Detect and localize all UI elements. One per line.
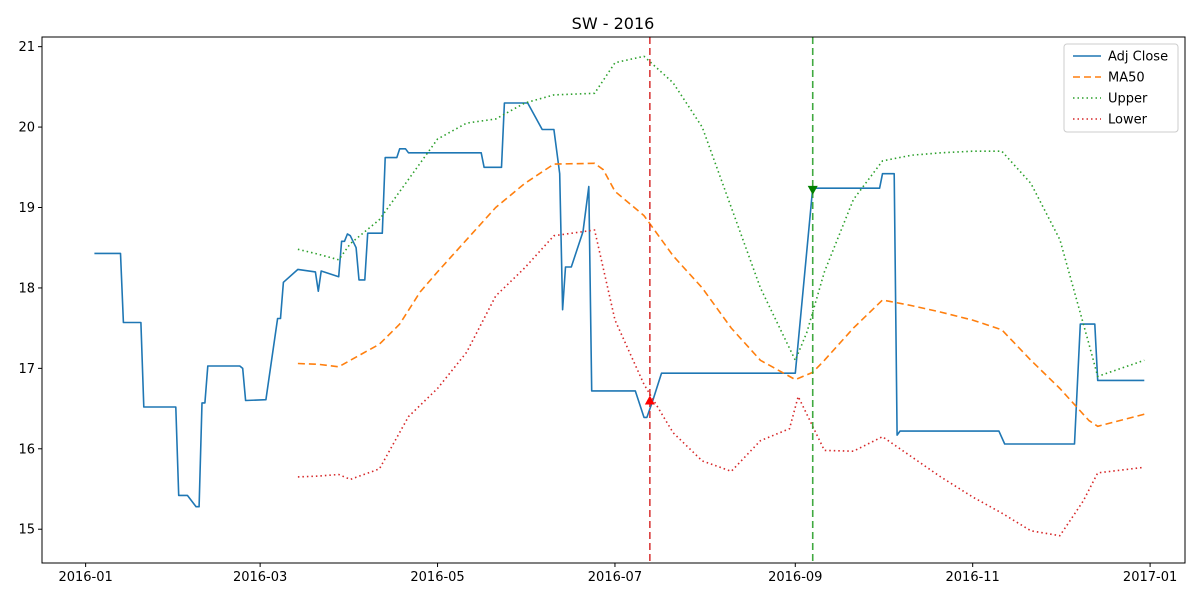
x-tick-label: 2016-05 <box>410 570 464 585</box>
x-tick-label: 2016-09 <box>768 570 822 585</box>
plot-area <box>94 37 1145 563</box>
series-line-adj-close <box>94 102 1145 508</box>
legend-box <box>1063 43 1179 133</box>
y-tick-label: 19 <box>18 201 35 216</box>
y-tick-label: 20 <box>18 121 35 136</box>
x-tick-label: 2017-01 <box>1123 570 1177 585</box>
legend-label: MA50 <box>1108 71 1145 86</box>
y-tick-label: 16 <box>18 442 35 457</box>
buy-marker <box>644 395 655 405</box>
sell-marker <box>807 185 818 195</box>
legend: Adj Close MA50 Upper Lower <box>1063 43 1179 133</box>
legend-label: Lower <box>1108 113 1148 128</box>
x-tick-label: 2016-03 <box>233 570 287 585</box>
y-tick-label: 15 <box>18 523 35 538</box>
x-tick-label: 2016-11 <box>946 570 1000 585</box>
y-tick-label: 17 <box>18 362 35 377</box>
y-tick-label: 21 <box>18 40 35 55</box>
x-tick-label: 2016-01 <box>58 570 112 585</box>
x-tick-label: 2016-07 <box>588 570 642 585</box>
series-line-lower <box>297 229 1145 537</box>
legend-label: Adj Close <box>1108 50 1168 65</box>
series-line-upper <box>297 55 1145 378</box>
chart-title: SW - 2016 <box>572 14 655 33</box>
plot-frame <box>41 36 1186 564</box>
legend-label: Upper <box>1108 92 1148 107</box>
axes: 15 16 17 18 19 20 21 2016-01 2016-03 2016-05 2016-… <box>18 40 1177 585</box>
y-tick-label: 18 <box>18 281 35 296</box>
plot-series-group <box>94 37 1145 563</box>
series-line-ma50 <box>297 162 1145 428</box>
